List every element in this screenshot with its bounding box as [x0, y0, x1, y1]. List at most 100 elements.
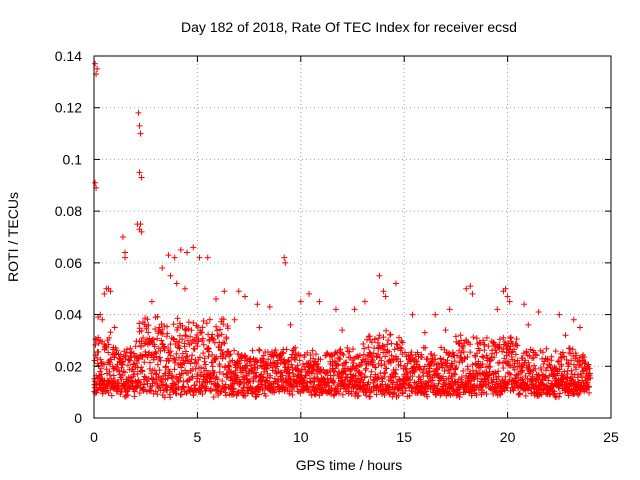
band-point — [573, 366, 580, 373]
band-point — [237, 379, 244, 386]
band-point — [548, 353, 555, 360]
band-point — [510, 387, 517, 394]
band-point — [511, 366, 518, 373]
band-point — [489, 379, 496, 386]
band-point — [579, 364, 586, 371]
band-point — [381, 346, 388, 353]
band-point — [140, 386, 147, 393]
data-point — [467, 283, 474, 290]
band-point — [139, 368, 146, 375]
band-point — [440, 373, 447, 380]
band-point — [139, 354, 146, 361]
band-point — [483, 391, 490, 398]
band-point — [175, 342, 182, 349]
band-point — [154, 361, 161, 368]
band-point — [414, 349, 421, 356]
band-point — [518, 362, 525, 369]
band-point — [373, 391, 380, 398]
band-point — [480, 354, 487, 361]
data-point — [221, 288, 228, 295]
band-point — [288, 361, 295, 368]
band-point — [181, 360, 188, 367]
band-point — [513, 335, 520, 342]
data-point — [184, 249, 191, 256]
band-point — [154, 313, 161, 320]
data-point — [316, 298, 323, 305]
band-point — [190, 391, 197, 398]
band-point — [568, 357, 575, 364]
band-point — [473, 370, 480, 377]
band-point — [546, 372, 553, 379]
band-point — [165, 358, 172, 365]
band-point — [277, 359, 284, 366]
band-point — [323, 349, 330, 356]
band-point — [154, 335, 161, 342]
band-point — [387, 331, 394, 338]
data-point — [135, 109, 142, 116]
band-point — [167, 348, 174, 355]
band-point — [496, 336, 503, 343]
band-point — [487, 363, 494, 370]
band-point — [206, 316, 213, 323]
data-point — [256, 324, 263, 331]
x-tick-labels: 0 5 10 15 20 25 — [90, 429, 619, 445]
band-point — [460, 368, 467, 375]
band-point — [158, 337, 165, 344]
band-point — [312, 351, 319, 358]
band-point — [467, 341, 474, 348]
band-point — [401, 380, 408, 387]
band-point — [507, 371, 514, 378]
band-point — [114, 388, 121, 395]
band-point — [107, 356, 114, 363]
band-point — [556, 393, 563, 400]
band-point — [210, 336, 217, 343]
band-point — [525, 359, 532, 366]
band-point — [503, 352, 510, 359]
band-point — [164, 323, 171, 330]
band-point — [399, 339, 406, 346]
data-point — [361, 298, 368, 305]
band-point — [542, 373, 549, 380]
band-point — [108, 392, 115, 399]
band-point — [103, 344, 110, 351]
band-point — [253, 358, 260, 365]
band-point — [138, 327, 145, 334]
band-point — [381, 373, 388, 380]
band-point — [505, 340, 512, 347]
band-point — [123, 346, 130, 353]
x-tick-label: 15 — [396, 429, 412, 445]
band-point — [450, 370, 457, 377]
band-point — [310, 367, 317, 374]
band-point — [144, 380, 151, 387]
band-point — [386, 348, 393, 355]
band-point — [566, 345, 573, 352]
data-point — [297, 298, 304, 305]
band-point — [407, 377, 414, 384]
band-point — [211, 380, 218, 387]
band-point — [375, 335, 382, 342]
band-point — [500, 334, 507, 341]
band-point — [359, 377, 366, 384]
data-point — [138, 228, 145, 235]
band-point — [183, 390, 190, 397]
band-point — [382, 353, 389, 360]
band-point — [180, 370, 187, 377]
band-point — [380, 343, 387, 350]
band-point — [558, 363, 565, 370]
band-point — [395, 392, 402, 399]
data-point — [281, 254, 288, 261]
band-point — [422, 344, 429, 351]
band-point — [191, 381, 198, 388]
band-point — [199, 324, 206, 331]
data-point — [101, 290, 108, 297]
band-point — [586, 365, 593, 372]
band-point — [387, 359, 394, 366]
data-point — [137, 221, 144, 228]
band-point — [254, 359, 261, 366]
band-point — [279, 372, 286, 379]
band-point — [396, 344, 403, 351]
band-point — [269, 364, 276, 371]
band-point — [145, 322, 152, 329]
band-point — [209, 335, 216, 342]
band-point — [578, 372, 585, 379]
